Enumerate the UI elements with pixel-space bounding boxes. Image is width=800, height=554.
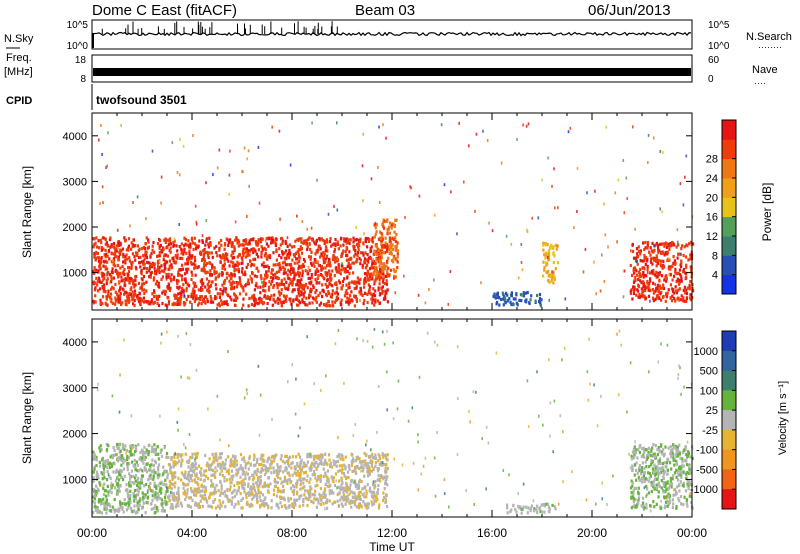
colorbar-segment	[722, 489, 736, 510]
y-tick-label: 2000	[63, 429, 87, 441]
colorbar-segment	[722, 429, 736, 451]
colorbar-segment	[722, 350, 736, 372]
colorbar-tick-label: 100	[700, 385, 718, 397]
colorbar-tick-label: 1000	[694, 346, 718, 358]
x-tick-label: 08:00	[277, 526, 307, 540]
y-tick-label: 4000	[63, 131, 87, 143]
nave-label: Nave	[752, 64, 778, 76]
station-title: Dome C East (fitACF)	[92, 2, 237, 19]
colorbar-tick-label: 28	[706, 154, 718, 166]
nsky-baseline	[92, 31, 692, 37]
nsky-panel: N.Sky 10^5 10^0 10^5 10^0 N.Search ·····…	[4, 19, 792, 52]
colorbar-segment	[722, 274, 736, 295]
nsky-tick-bottom: 10^0	[67, 41, 89, 52]
nsearch-dots: ········	[758, 42, 782, 52]
colorbar-tick-label: 500	[700, 366, 718, 378]
data-region	[629, 442, 694, 511]
data-region	[629, 240, 695, 303]
colorbar-segment	[722, 139, 736, 160]
colorbar-segment	[722, 390, 736, 411]
colorbar-segment	[722, 370, 736, 391]
nave-tick-top: 60	[708, 55, 720, 66]
colorbar-tick-label: 12	[706, 231, 718, 243]
scatter-speckle	[98, 121, 694, 306]
colorbar-tick-label: -100	[696, 445, 718, 457]
y-tick-label: 3000	[63, 176, 87, 188]
y-tick-label: 1000	[63, 268, 87, 280]
freq-trace	[93, 68, 691, 76]
x-tick-label: 04:00	[177, 526, 207, 540]
colorbar-segment	[722, 255, 736, 276]
colorbar-segment	[722, 178, 736, 198]
y-tick-label: 2000	[63, 222, 87, 234]
colorbar-segment	[722, 236, 736, 256]
colorbar-frame	[721, 330, 737, 510]
freq-label-2: [MHz]	[4, 66, 33, 78]
y-tick-label: 4000	[63, 337, 87, 349]
time-axis-label: Time UT	[369, 540, 415, 554]
y-tick-label: 3000	[63, 383, 87, 395]
x-tick-label: 20:00	[577, 526, 607, 540]
freq-tick-bottom: 8	[80, 74, 86, 85]
cpid-label: CPID	[6, 95, 32, 107]
data-region	[92, 236, 389, 308]
colorbar-tick-label: 8	[712, 250, 718, 262]
nsearch-tick-bottom: 10^0	[708, 41, 730, 52]
nave-tick-bottom: 0	[708, 74, 714, 85]
x-tick-label: 16:00	[477, 526, 507, 540]
colorbar-tick-label: -1000	[690, 484, 718, 496]
freq-label-1: Freq.	[6, 52, 32, 64]
colorbar-tick-label: 16	[706, 212, 718, 224]
colorbar-segment	[722, 197, 736, 218]
nsky-tick-top: 10^5	[67, 20, 89, 31]
colorbar-frame	[721, 119, 737, 295]
power-panel: 1000 2000 3000 4000 Slant Range [km] 4 8 12 16…	[20, 112, 774, 311]
x-tick-label: 00:00	[77, 526, 107, 540]
velocity-cbar-label: Velocity [m s⁻¹]	[777, 381, 789, 455]
velocity-data	[92, 327, 694, 515]
power-cbar-label: Power [dB]	[760, 183, 774, 242]
freq-tick-top: 18	[75, 55, 87, 66]
colorbar-segment	[722, 410, 736, 431]
colorbar-tick-label: 24	[706, 173, 718, 185]
x-tick-label: 12:00	[377, 526, 407, 540]
colorbar-tick-label: 20	[706, 192, 718, 204]
beam-title: Beam 03	[355, 2, 415, 19]
nsky-trace	[92, 21, 692, 48]
colorbar-segment	[722, 469, 736, 490]
colorbar-segment	[722, 158, 736, 179]
power-ylabel: Slant Range [km]	[20, 166, 34, 258]
colorbar-segment	[722, 120, 736, 140]
cpid-row: CPID twofsound 3501	[6, 84, 187, 110]
data-region	[372, 218, 399, 280]
velocity-ylabel: Slant Range [km]	[20, 372, 34, 464]
data-region	[506, 502, 557, 515]
data-region	[492, 290, 543, 308]
colorbar-tick-label: 4	[712, 270, 718, 282]
nsearch-label: N.Search	[746, 31, 792, 43]
freq-panel: Freq. [MHz] 18 8 60 0 Nave ····	[4, 52, 778, 88]
colorbar-segment	[722, 331, 736, 352]
nave-dots: ····	[754, 78, 766, 88]
scatter-speckle	[96, 327, 694, 513]
power-data	[92, 121, 695, 308]
colorbar-segment	[722, 216, 736, 237]
nsearch-tick-top: 10^5	[708, 20, 730, 31]
x-tick-label: 00:00	[677, 526, 707, 540]
data-region	[167, 451, 389, 510]
data-region	[92, 442, 169, 515]
nsky-label: N.Sky	[4, 33, 34, 45]
time-axis: 00:00 04:00 08:00 12:00 16:00 20:00 00:00	[77, 113, 707, 540]
velocity-panel: 1000 2000 3000 4000 Slant Range [km] 1000 50…	[20, 318, 789, 518]
colorbar-tick-label: -25	[702, 425, 718, 437]
colorbar-tick-label: 25	[706, 405, 718, 417]
colorbar-segment	[722, 449, 736, 470]
colorbar-tick-label: -500	[696, 464, 718, 476]
y-tick-label: 1000	[63, 474, 87, 486]
date-title: 06/Jun/2013	[588, 2, 671, 19]
cpid-value: twofsound 3501	[96, 93, 187, 107]
